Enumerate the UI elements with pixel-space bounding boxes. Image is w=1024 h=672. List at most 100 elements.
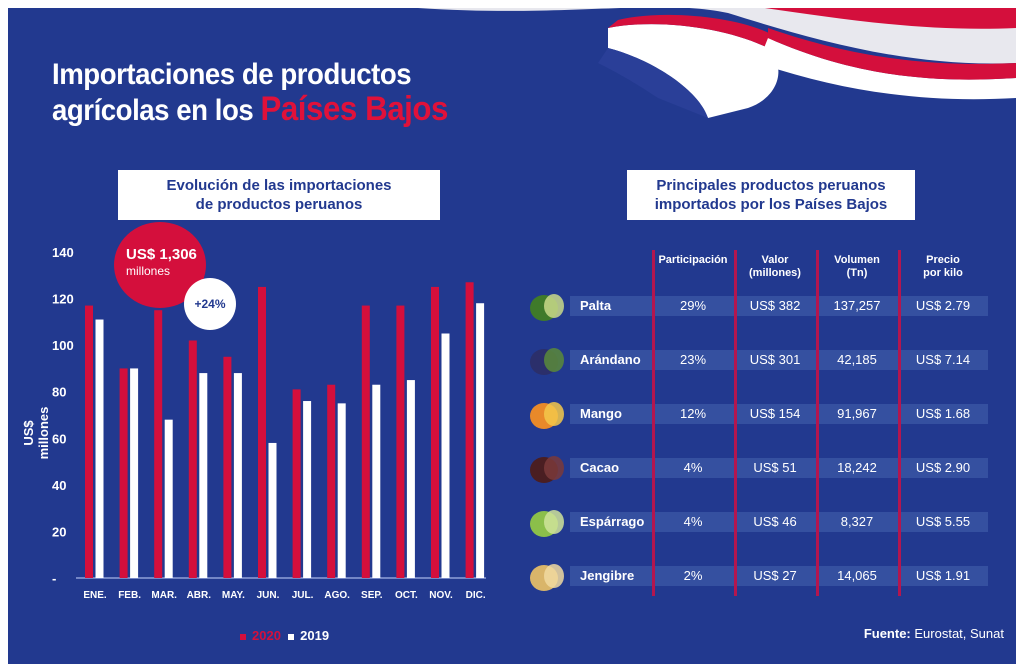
product-name: Jengibre bbox=[580, 568, 635, 583]
bar-2019-mar bbox=[164, 419, 173, 578]
column-header-line2: (Tn) bbox=[846, 267, 868, 279]
chart-heading-line1: Evolución de las importaciones bbox=[166, 177, 392, 194]
bar-2019-jun bbox=[268, 442, 277, 578]
blueberry-icon bbox=[530, 348, 564, 375]
cell-price: US$ 7.14 bbox=[915, 352, 971, 367]
x-tick-label: SEP. bbox=[361, 590, 383, 601]
x-tick-label: MAR. bbox=[151, 590, 177, 601]
cell-volume: 14,065 bbox=[837, 568, 877, 583]
row-band bbox=[570, 512, 988, 532]
column-header: Precio por kilo bbox=[898, 254, 988, 280]
y-tick-label: 60 bbox=[52, 431, 66, 446]
column-header-line1: Participación bbox=[658, 254, 728, 266]
bar-2020-ago bbox=[327, 384, 336, 578]
x-tick-label: FEB. bbox=[118, 590, 141, 601]
y-tick-label: 20 bbox=[52, 524, 66, 539]
y-tick-label: 40 bbox=[52, 478, 66, 493]
y-tick-label: - bbox=[52, 571, 56, 586]
legend-swatch-2019 bbox=[288, 633, 295, 640]
x-tick-label: DIC. bbox=[466, 590, 486, 601]
bar-2019-may bbox=[233, 373, 242, 578]
column-header: Valor (millones) bbox=[734, 254, 816, 280]
bar-2019-ago bbox=[337, 403, 346, 578]
column-header-line1: Precio bbox=[926, 254, 960, 266]
y-tick-label: 120 bbox=[52, 292, 74, 307]
x-tick-label: NOV. bbox=[429, 590, 453, 601]
product-name: Arándano bbox=[580, 352, 641, 367]
bar-2020-may bbox=[223, 356, 232, 578]
row-band bbox=[570, 296, 988, 316]
cell-value: US$ 51 bbox=[753, 460, 797, 475]
column-header-line2: por kilo bbox=[923, 267, 963, 279]
avocado-icon bbox=[530, 294, 564, 321]
bar-chart: - 20 40 60 80 100 120 140 ENE. FEB. MAR. ABR. MAY. JU… bbox=[52, 245, 486, 601]
product-name: Palta bbox=[580, 298, 612, 313]
cell-value: US$ 301 bbox=[749, 352, 801, 367]
x-tick-label: JUL. bbox=[292, 590, 314, 601]
cell-volume: 91,967 bbox=[837, 406, 877, 421]
row-band bbox=[570, 350, 988, 370]
table-heading-line2: importados por los Países Bajos bbox=[654, 196, 888, 213]
legend-label-2019: 2019 bbox=[300, 628, 330, 643]
cell-value: US$ 154 bbox=[749, 406, 801, 421]
row-band bbox=[570, 566, 988, 586]
page-title: Importaciones de productos agrícolas en … bbox=[52, 58, 448, 128]
cell-value: US$ 27 bbox=[753, 568, 797, 583]
table-heading-line1: Principales productos peruanos bbox=[656, 177, 886, 194]
cell-share: 12% bbox=[679, 406, 707, 421]
cell-share: 4% bbox=[683, 460, 703, 475]
source-label: Fuente: bbox=[863, 626, 911, 641]
x-tick-label: ENE. bbox=[83, 590, 107, 601]
growth-bubble: +24% bbox=[184, 278, 236, 330]
column-header-line1: Valor bbox=[761, 254, 789, 266]
column-divider bbox=[816, 250, 819, 596]
mango-icon bbox=[530, 402, 564, 429]
row-band bbox=[570, 458, 988, 478]
column-header: Volumen (Tn) bbox=[816, 254, 898, 280]
asparagus-icon bbox=[530, 510, 564, 537]
infographic: Importaciones de productos agrícolas en … bbox=[8, 8, 1016, 664]
flag-ribbon bbox=[418, 8, 1016, 119]
y-tick-label: 140 bbox=[52, 245, 74, 260]
cell-price: US$ 2.79 bbox=[915, 298, 971, 313]
row-band bbox=[570, 404, 988, 424]
cell-volume: 18,242 bbox=[837, 460, 877, 475]
cell-share: 23% bbox=[679, 352, 707, 367]
chart-heading-line2: de productos peruanos bbox=[195, 196, 363, 213]
bar-2019-feb bbox=[130, 368, 139, 578]
cell-volume: 137,257 bbox=[833, 298, 881, 313]
bar-2020-sep bbox=[361, 305, 370, 578]
cell-share: 4% bbox=[683, 514, 703, 529]
bar-2020-mar bbox=[154, 310, 163, 578]
title-line1: Importaciones de productos bbox=[52, 58, 412, 91]
bar-2019-ene bbox=[95, 319, 104, 578]
cacao-icon bbox=[530, 456, 564, 483]
bar-2020-nov bbox=[431, 286, 439, 578]
bar-2020-jul bbox=[292, 389, 301, 578]
product-name: Cacao bbox=[580, 460, 620, 475]
column-header: Participación bbox=[652, 254, 734, 267]
bar-2019-abr bbox=[199, 373, 208, 578]
ginger-icon bbox=[530, 564, 564, 591]
column-header-line1: Volumen bbox=[834, 254, 880, 266]
bar-2019-oct bbox=[406, 380, 415, 578]
legend-swatch-2020 bbox=[240, 633, 246, 640]
bar-2020-feb bbox=[119, 368, 128, 578]
bar-2019-sep bbox=[372, 384, 381, 578]
column-divider bbox=[734, 250, 737, 596]
product-name: Espárrago bbox=[580, 514, 645, 529]
total-value: US$ 1,306 bbox=[126, 246, 197, 263]
x-tick-label: JUN. bbox=[257, 590, 280, 601]
x-tick-label: OCT. bbox=[395, 590, 418, 601]
total-unit: millones bbox=[126, 264, 171, 278]
chart-legend: 2020 2019 bbox=[240, 628, 329, 643]
cell-volume: 42,185 bbox=[837, 352, 877, 367]
title-prefix: agrícolas en los bbox=[52, 94, 261, 127]
cell-value: US$ 382 bbox=[749, 298, 801, 313]
y-tick-label: 100 bbox=[52, 338, 74, 353]
bar-2020-jun bbox=[258, 286, 266, 578]
cell-price: US$ 1.68 bbox=[915, 406, 971, 421]
cell-share: 2% bbox=[683, 568, 703, 583]
bar-2019-dic bbox=[476, 303, 485, 578]
y-tick-label: 80 bbox=[52, 385, 66, 400]
